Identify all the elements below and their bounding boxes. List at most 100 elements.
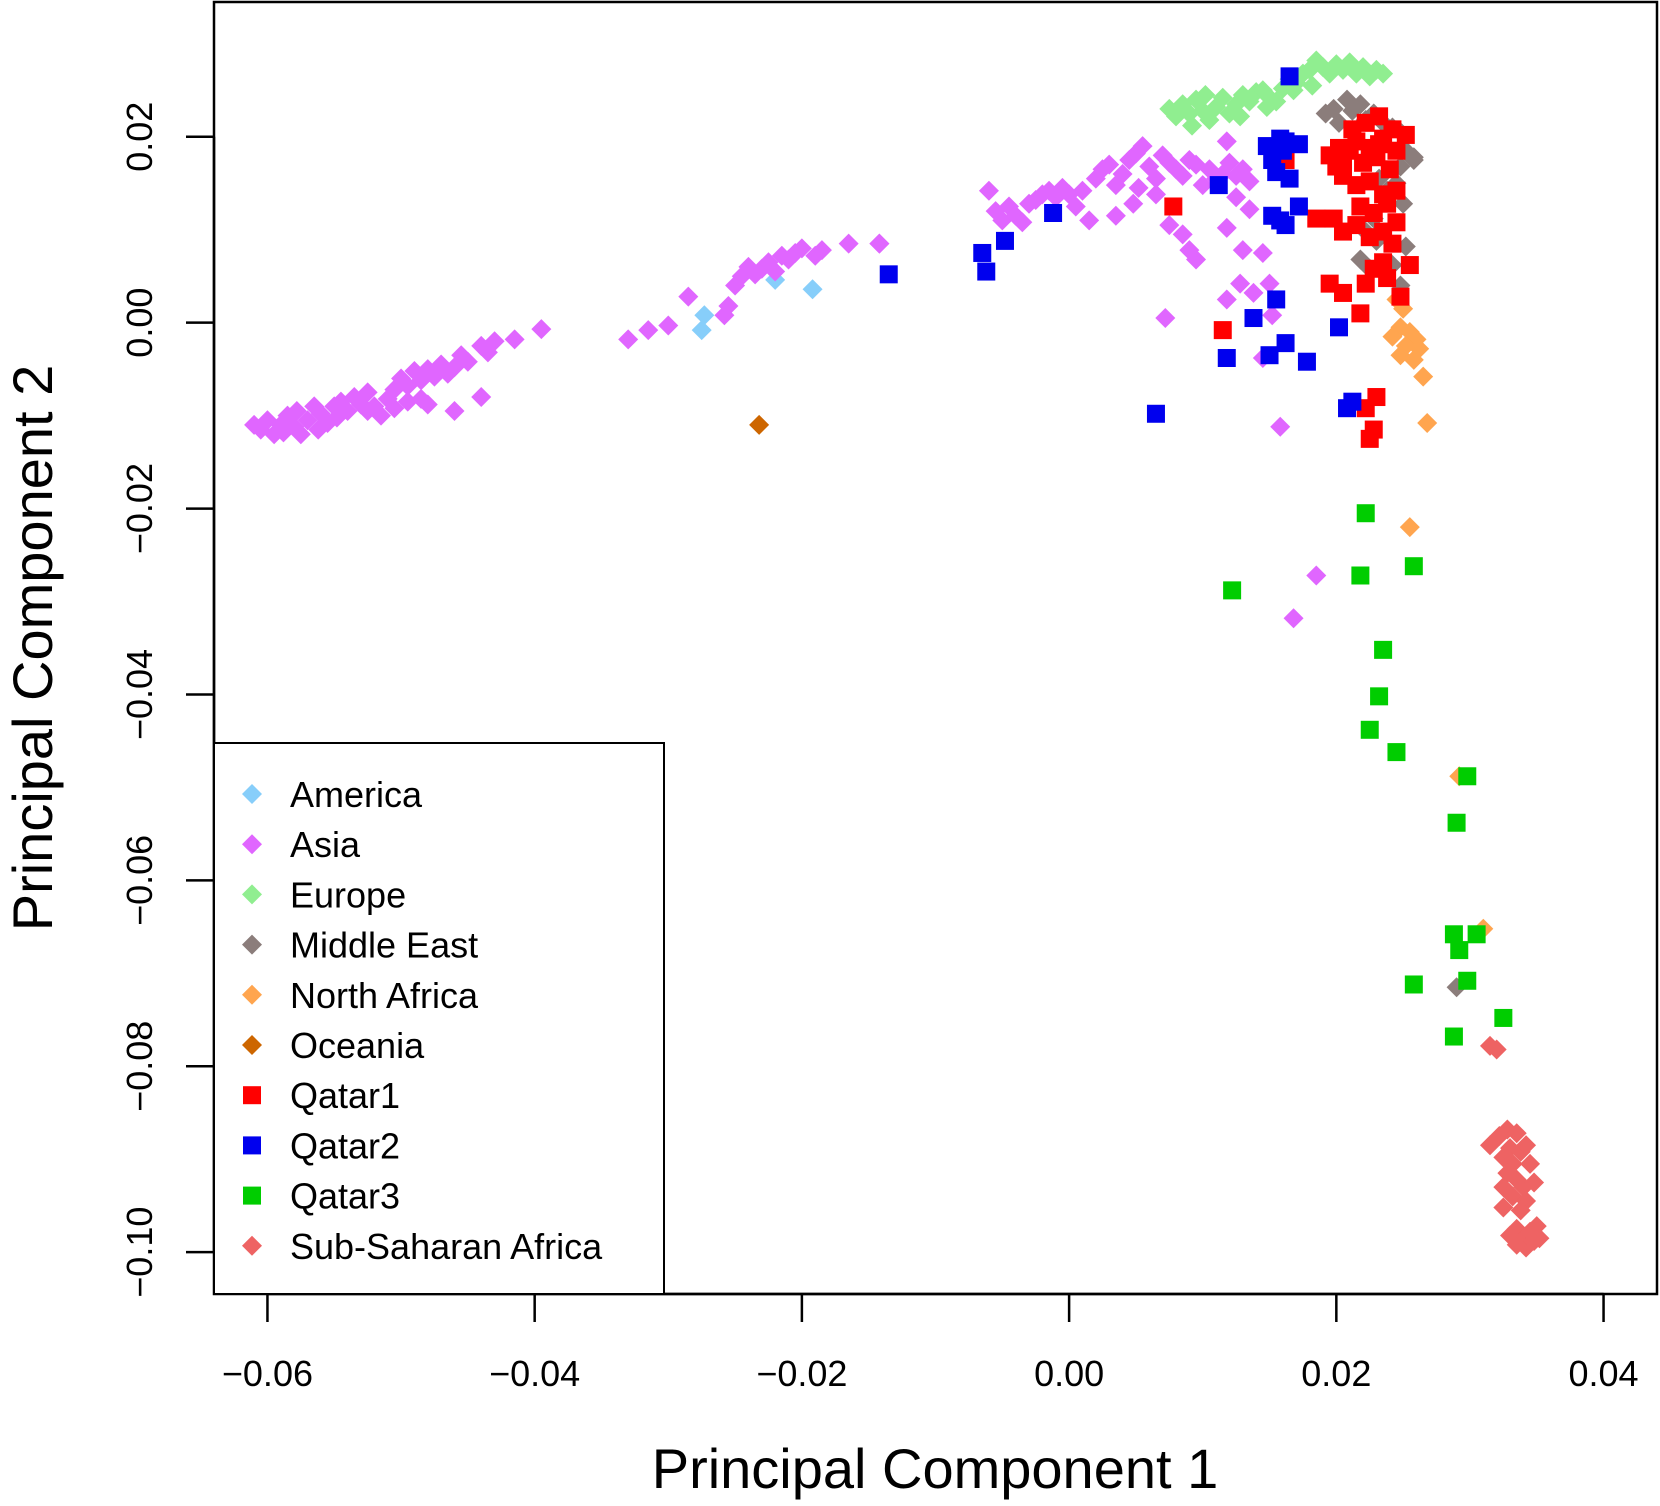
point-qatar1 [1378,194,1397,213]
point-qatar2 [1244,309,1263,328]
point-sub-saharan-africa [1516,1135,1537,1156]
point-qatar1 [1391,287,1410,306]
point-qatar3 [1450,941,1469,960]
x-tick-label: −0.04 [489,1353,580,1394]
point-qatar1 [1351,304,1370,323]
point-asia [1306,565,1327,586]
series-qatar2 [879,67,1362,423]
x-axis-title: Principal Component 1 [652,1437,1219,1500]
point-qatar1 [1378,269,1397,288]
legend-marker-north-africa [242,984,262,1005]
point-asia [1243,282,1264,303]
y-tick-label: −0.02 [119,463,160,554]
legend-marker-sub-saharan-africa [242,1235,262,1256]
point-asia [1216,217,1237,238]
x-tick-label: 0.04 [1569,1353,1639,1394]
point-europe [1373,63,1394,84]
point-qatar2 [1330,318,1349,337]
point-asia [658,315,679,336]
point-asia [811,240,832,261]
point-qatar2 [1044,203,1063,222]
point-asia [1230,273,1251,294]
legend-item-america: America [242,774,423,815]
point-qatar3 [1351,566,1370,585]
point-asia [869,233,890,254]
point-asia [1216,289,1237,310]
point-asia [1155,308,1176,329]
point-asia [1123,193,1144,214]
legend-item-oceania: Oceania [242,1025,425,1066]
point-asia [484,331,505,352]
point-qatar3 [1444,1027,1463,1046]
point-asia [397,391,418,412]
point-qatar3 [1360,720,1379,739]
point-qatar1 [1387,213,1406,232]
legend-label: Qatar2 [290,1125,400,1166]
legend-item-qatar2: Qatar2 [243,1125,400,1166]
legend-marker-qatar2 [243,1136,261,1155]
point-qatar3 [1458,767,1477,786]
point-qatar3 [1458,971,1477,990]
point-asia [765,261,786,282]
point-qatar1 [1307,209,1326,228]
point-asia [1072,180,1093,201]
y-tick-label: −0.06 [119,835,160,926]
point-asia [1226,187,1247,208]
point-sub-saharan-africa [1510,1200,1531,1221]
point-sub-saharan-africa [1486,1039,1507,1060]
point-north-africa [1409,338,1430,359]
point-qatar2 [1260,346,1279,365]
series-sub-saharan-africa [1479,1035,1550,1258]
y-tick-label: −0.08 [119,1021,160,1112]
point-qatar2 [977,262,996,281]
point-qatar1 [1330,138,1349,157]
point-north-africa [1399,517,1420,538]
legend-label: America [290,774,423,815]
point-europe [1302,75,1323,96]
legend-label: Europe [290,874,406,915]
point-qatar1 [1380,160,1399,179]
series-asia [244,131,1327,629]
legend-marker-asia [242,834,262,855]
point-asia [1065,196,1086,217]
point-qatar3 [1467,925,1486,944]
point-qatar2 [1280,169,1299,188]
y-tick-label: −0.10 [119,1207,160,1298]
point-sub-saharan-africa [1500,1225,1521,1246]
point-middle-east [1403,150,1424,171]
point-north-africa [1382,326,1403,347]
legend-marker-oceania [242,1035,262,1055]
y-axis-title: Principal Component 2 [1,365,64,932]
x-tick-label: 0.02 [1301,1353,1371,1394]
point-asia [290,424,311,445]
point-qatar3 [1404,557,1423,576]
point-qatar2 [1267,290,1286,309]
point-asia [1239,199,1260,220]
point-asia [1172,165,1193,186]
point-europe [1346,63,1367,84]
legend-box [213,742,665,1295]
legend-marker-middle-east [242,934,262,955]
point-qatar3 [1374,640,1393,659]
point-america [802,279,823,300]
legend-label: Asia [290,824,361,865]
legend-item-middle-east: Middle East [242,925,478,966]
point-qatar2 [1297,352,1316,371]
point-europe [1256,97,1277,118]
point-qatar2 [1289,197,1308,216]
point-qatar1 [1370,135,1389,154]
point-asia [838,233,859,254]
point-asia [1262,305,1283,326]
point-asia [1232,240,1253,261]
point-america [691,320,712,341]
legend-item-qatar3: Qatar3 [243,1176,400,1217]
series-qatar3 [1223,504,1513,1046]
point-qatar2 [1217,348,1236,367]
point-oceania [749,414,770,435]
point-north-africa [1417,413,1438,434]
point-europe [1195,84,1216,105]
point-middle-east [1350,94,1371,115]
point-sub-saharan-africa [1529,1228,1550,1249]
legend-marker-america [242,784,262,804]
point-asia [791,238,812,259]
